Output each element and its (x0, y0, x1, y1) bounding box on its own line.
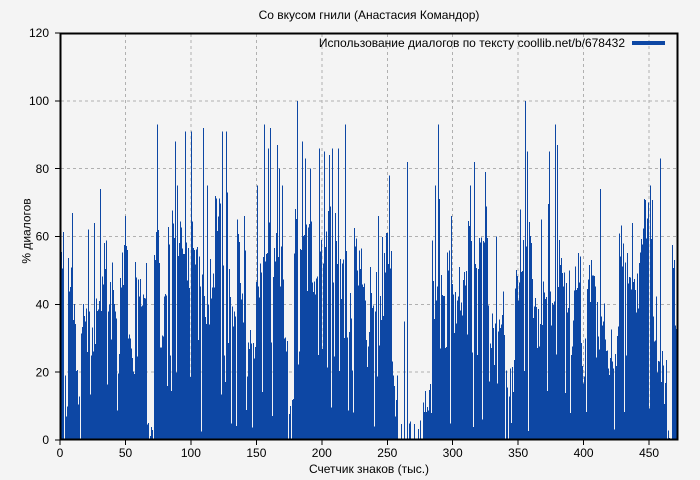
svg-text:60: 60 (36, 230, 50, 244)
svg-text:20: 20 (36, 365, 50, 379)
svg-text:Счетчик знаков (тыс.): Счетчик знаков (тыс.) (309, 462, 429, 476)
svg-text:450: 450 (639, 446, 659, 460)
svg-text:400: 400 (574, 446, 594, 460)
svg-text:40: 40 (36, 298, 50, 312)
svg-text:Со вкусом гнили (Анастасия Ком: Со вкусом гнили (Анастасия Командор) (259, 8, 480, 22)
svg-text:300: 300 (443, 446, 463, 460)
svg-text:350: 350 (508, 446, 528, 460)
svg-text:100: 100 (181, 446, 201, 460)
svg-text:200: 200 (312, 446, 332, 460)
svg-text:0: 0 (57, 446, 64, 460)
svg-text:120: 120 (29, 26, 49, 40)
svg-text:80: 80 (36, 162, 50, 176)
svg-text:0: 0 (42, 433, 49, 447)
svg-text:% диалогов: % диалогов (20, 198, 34, 263)
svg-text:150: 150 (246, 446, 266, 460)
svg-text:Использование диалогов по текс: Использование диалогов по тексту coollib… (319, 36, 625, 50)
svg-text:100: 100 (29, 94, 49, 108)
svg-text:50: 50 (119, 446, 133, 460)
svg-text:250: 250 (377, 446, 397, 460)
